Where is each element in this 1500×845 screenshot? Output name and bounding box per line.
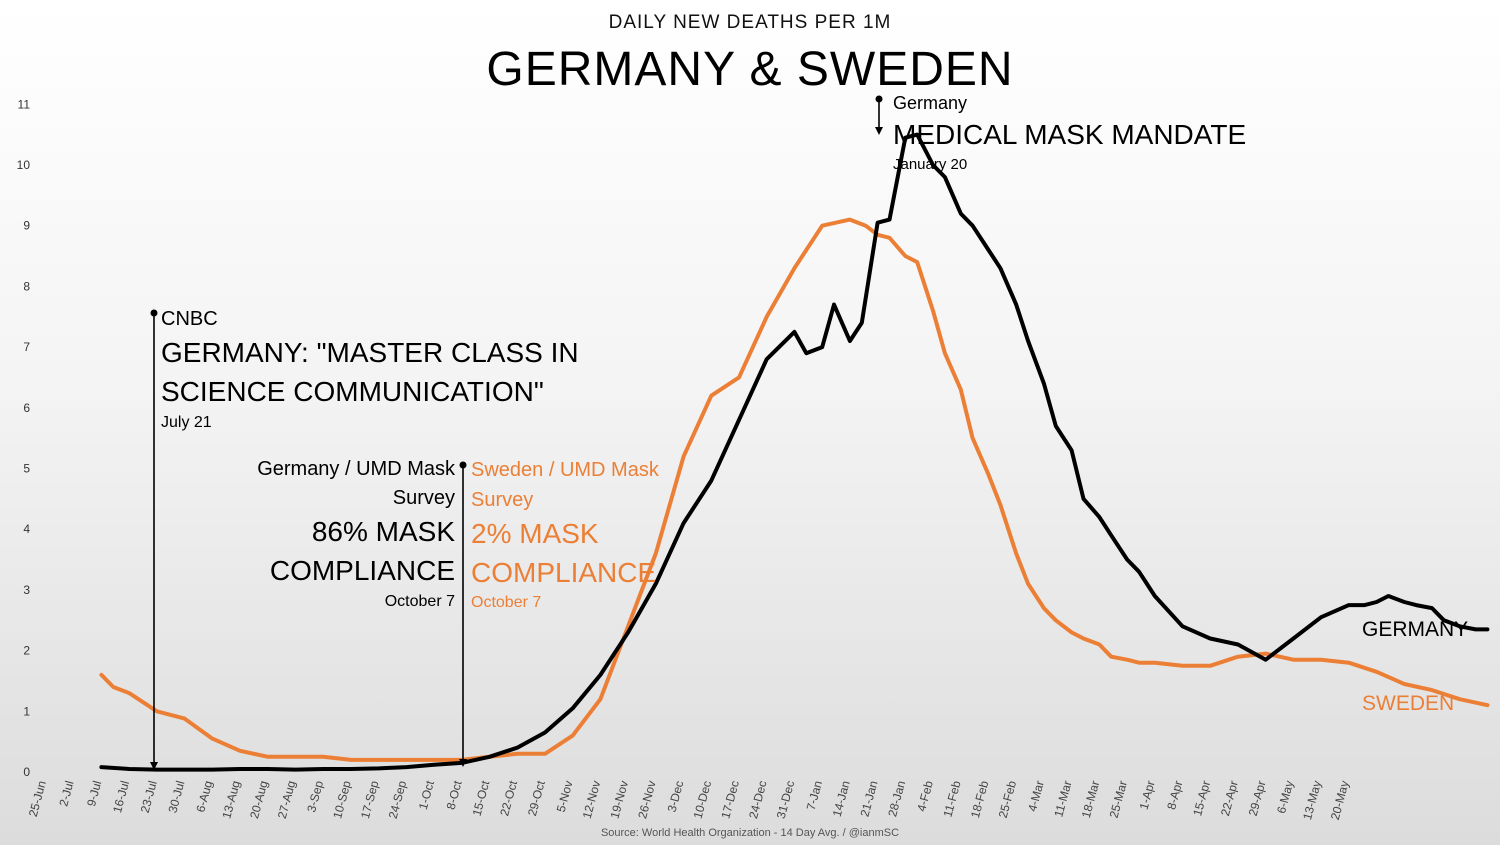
- x-tick-label: 24-Sep: [386, 779, 410, 820]
- y-tick-label: 10: [17, 158, 31, 172]
- x-tick-label: 1-Apr: [1137, 779, 1158, 811]
- germany-survey-headline2: COMPLIANCE: [269, 555, 455, 586]
- mandate-pin-dot: [875, 95, 883, 103]
- cnbc-headline-line1: GERMANY: "MASTER CLASS IN: [161, 337, 579, 368]
- x-tick-label: 4-Mar: [1025, 779, 1047, 813]
- x-tick-label: 24-Dec: [746, 779, 770, 820]
- series-line-germany: [99, 132, 1490, 772]
- x-tick-label: 22-Apr: [1218, 779, 1241, 817]
- survey-pin-dot: [459, 461, 467, 469]
- x-axis-ticks: 25-Jun 2-Jul 9-Jul 16-Jul 23-Jul 30-Jul 6-Aug 1…: [26, 779, 1352, 822]
- x-tick-label: 29-Apr: [1246, 779, 1269, 817]
- germany-survey-date: October 7: [384, 593, 455, 610]
- cnbc-source: CNBC: [161, 308, 218, 330]
- y-tick-label: 0: [23, 765, 30, 779]
- y-tick-label: 9: [23, 219, 30, 233]
- x-tick-label: 4-Feb: [914, 779, 936, 813]
- sweden-survey-line1: Sweden / UMD Mask: [471, 459, 659, 481]
- y-axis-ticks: 0 1 2 3 4 5 6 7 8 9 10 11: [17, 97, 31, 779]
- x-tick-label: 25-Mar: [1107, 779, 1130, 819]
- x-tick-label: 28-Jan: [885, 779, 908, 818]
- cnbc-date: July 21: [161, 414, 212, 431]
- x-tick-label: 16-Jul: [110, 779, 132, 814]
- y-tick-label: 4: [23, 522, 30, 536]
- x-tick-label: 5-Nov: [554, 779, 576, 814]
- chart-title: GERMANY & SWEDEN: [486, 43, 1014, 96]
- germany-survey-headline1: 86% MASK: [311, 516, 455, 547]
- x-tick-label: 13-May: [1300, 779, 1324, 821]
- y-tick-label: 2: [23, 644, 30, 658]
- x-tick-label: 23-Jul: [138, 779, 160, 814]
- survey-pin-arrow: [459, 759, 467, 767]
- sweden-survey-line2: Survey: [471, 489, 534, 511]
- cnbc-pin-arrow: [150, 762, 158, 770]
- chart-subtitle: DAILY NEW DEATHS PER 1M: [608, 12, 892, 33]
- x-tick-label: 15-Oct: [470, 779, 493, 818]
- x-tick-label: 20-Aug: [247, 779, 271, 820]
- x-tick-label: 29-Oct: [525, 779, 548, 818]
- x-tick-label: 30-Jul: [166, 779, 188, 814]
- y-tick-label: 11: [18, 97, 31, 111]
- x-tick-label: 21-Jan: [857, 779, 880, 818]
- y-tick-label: 3: [23, 583, 30, 597]
- mandate-headline: MEDICAL MASK MANDATE: [893, 119, 1247, 150]
- x-tick-label: 2-Jul: [56, 779, 76, 808]
- x-tick-label: 11-Mar: [1051, 779, 1074, 818]
- x-tick-label: 8-Oct: [444, 779, 465, 812]
- sweden-survey-headline2: COMPLIANCE: [471, 557, 657, 588]
- x-tick-label: 18-Feb: [968, 779, 991, 820]
- x-tick-label: 17-Sep: [358, 779, 382, 820]
- mandate-date: January 20: [893, 156, 968, 173]
- x-tick-label: 15-Apr: [1190, 779, 1213, 817]
- germany-survey-line2: Survey: [392, 487, 455, 509]
- x-tick-label: 12-Nov: [580, 779, 604, 820]
- y-tick-label: 7: [23, 340, 30, 354]
- series-lines: [99, 132, 1490, 772]
- mandate-pin-arrow: [875, 127, 883, 135]
- x-tick-label: 31-Dec: [774, 779, 798, 820]
- germany-survey-line1: Germany / UMD Mask: [257, 458, 455, 480]
- x-tick-label: 19-Nov: [607, 779, 631, 820]
- annotation-markers: [150, 95, 883, 770]
- x-tick-label: 1-Oct: [416, 779, 437, 812]
- x-tick-label: 26-Nov: [635, 779, 659, 820]
- x-tick-label: 8-Apr: [1164, 779, 1185, 811]
- x-tick-label: 20-May: [1328, 779, 1352, 821]
- x-tick-label: 25-Feb: [996, 779, 1019, 820]
- x-tick-label: 14-Jan: [830, 779, 853, 818]
- x-tick-label: 18-Mar: [1079, 779, 1102, 819]
- mandate-line1: Germany: [893, 93, 968, 113]
- x-tick-label: 3-Dec: [665, 779, 687, 814]
- x-tick-label: 6-Aug: [193, 779, 215, 814]
- x-tick-label: 10-Sep: [330, 779, 354, 820]
- cnbc-headline-line2: SCIENCE COMMUNICATION": [161, 376, 544, 407]
- series-label-sweden: SWEDEN: [1362, 692, 1455, 715]
- y-tick-label: 8: [23, 279, 30, 293]
- series-label-germany: GERMANY: [1362, 618, 1469, 641]
- x-tick-label: 7-Jan: [804, 779, 825, 812]
- sweden-survey-date: October 7: [471, 594, 542, 611]
- x-tick-label: 6-May: [1274, 779, 1296, 815]
- sweden-survey-headline1: 2% MASK: [471, 518, 599, 549]
- x-tick-label: 17-Dec: [718, 779, 742, 820]
- source-note: Source: World Health Organization - 14 D…: [600, 827, 900, 839]
- x-tick-label: 27-Aug: [275, 779, 299, 820]
- x-tick-label: 25-Jun: [26, 779, 49, 818]
- y-tick-label: 6: [23, 401, 30, 415]
- cnbc-pin-dot: [150, 309, 158, 317]
- x-tick-label: 22-Oct: [497, 779, 520, 818]
- x-tick-label: 13-Aug: [219, 779, 243, 820]
- y-tick-label: 1: [23, 704, 30, 718]
- series-line-sweden: [99, 217, 1490, 762]
- x-tick-label: 9-Jul: [84, 779, 104, 808]
- x-tick-label: 3-Sep: [304, 779, 326, 814]
- x-tick-label: 10-Dec: [691, 779, 715, 820]
- y-tick-label: 5: [23, 462, 30, 476]
- x-tick-label: 11-Feb: [941, 779, 964, 819]
